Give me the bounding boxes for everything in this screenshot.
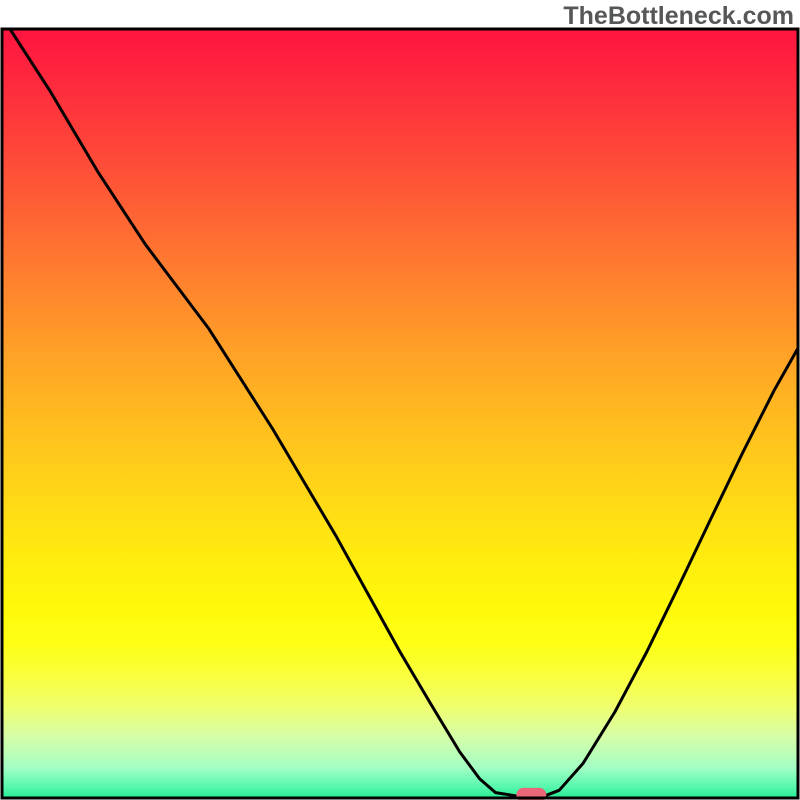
gradient-background	[2, 29, 798, 798]
chart-container: TheBottleneck.com	[0, 0, 800, 800]
chart-svg	[0, 0, 800, 800]
watermark-text: TheBottleneck.com	[563, 2, 794, 31]
